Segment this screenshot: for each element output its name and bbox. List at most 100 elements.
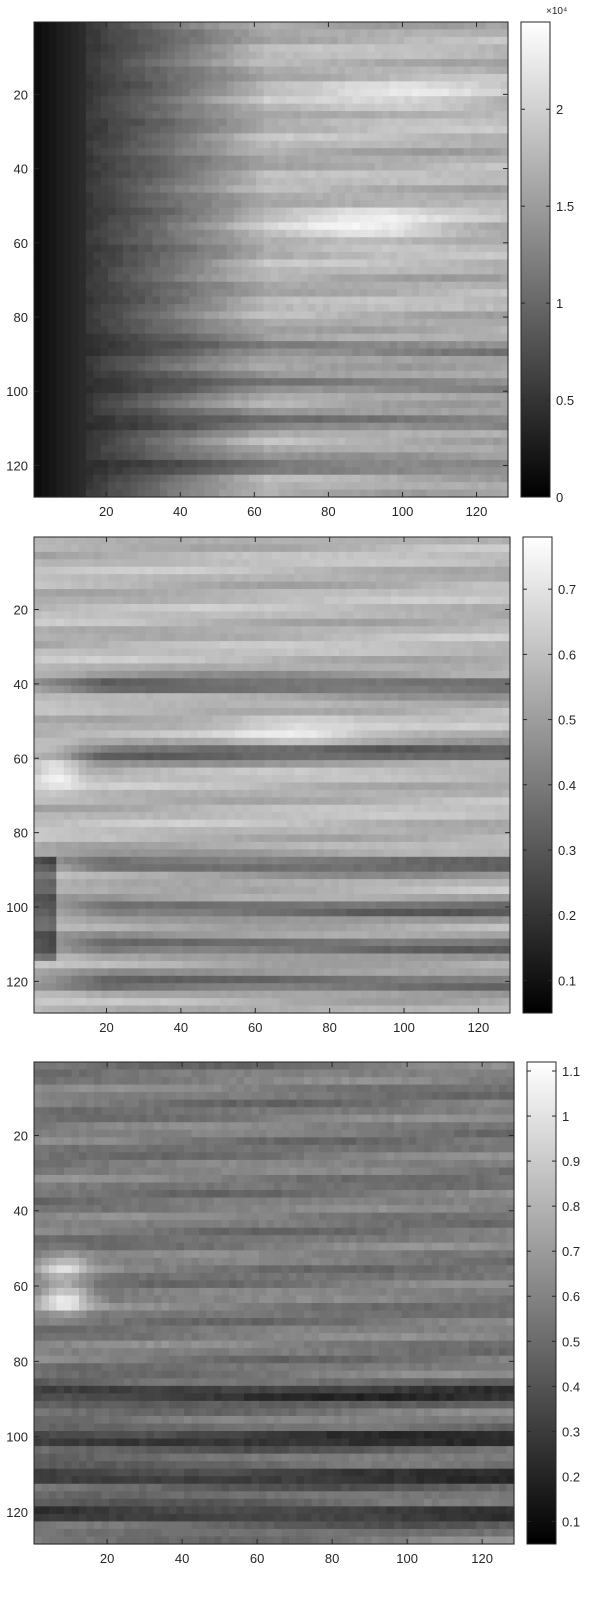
heatmap-cell: [286, 537, 295, 546]
heatmap-cell: [426, 133, 435, 142]
heatmap-cell: [398, 603, 407, 612]
heatmap-cell: [411, 185, 420, 194]
heatmap-cell: [487, 611, 496, 620]
heatmap-cell: [404, 333, 413, 342]
heatmap-cell: [248, 467, 257, 476]
heatmap-cell: [248, 111, 257, 120]
heatmap-cell: [115, 133, 124, 142]
heatmap-cell: [286, 544, 295, 553]
heatmap-cell: [167, 125, 176, 134]
heatmap-cell: [211, 111, 220, 120]
heatmap-cell: [345, 51, 354, 60]
heatmap-cell: [63, 192, 72, 201]
heatmap-cell: [227, 596, 236, 605]
heatmap-cell: [278, 422, 287, 431]
heatmap-cell: [108, 378, 117, 387]
heatmap-cell: [308, 163, 317, 172]
heatmap-cell: [248, 170, 257, 179]
heatmap-cell: [211, 192, 220, 201]
heatmap-cell: [448, 326, 457, 335]
heatmap-cell: [56, 207, 65, 216]
heatmap-cell: [189, 407, 198, 416]
heatmap-cell: [153, 596, 162, 605]
heatmap-cell: [56, 111, 65, 120]
heatmap-cell: [241, 44, 250, 53]
heatmap-cell: [271, 311, 280, 320]
heatmap-cell: [167, 229, 176, 238]
heatmap-cell: [41, 88, 50, 97]
heatmap-cell: [48, 214, 57, 223]
heatmap-cell: [189, 96, 198, 105]
heatmap-cell: [174, 385, 183, 394]
heatmap-cell: [367, 88, 376, 97]
heatmap-cell: [448, 170, 457, 179]
heatmap-cell: [330, 133, 339, 142]
heatmap-cell: [34, 415, 43, 424]
heatmap-cell: [322, 452, 331, 461]
heatmap-cell: [435, 611, 444, 620]
heatmap-cell: [152, 192, 161, 201]
heatmap-cell: [345, 103, 354, 112]
heatmap-cell: [71, 544, 80, 553]
heatmap-cell: [93, 618, 102, 627]
heatmap-cell: [256, 170, 265, 179]
heatmap-cell: [71, 459, 80, 468]
heatmap-cell: [63, 544, 72, 553]
heatmap-cell: [242, 596, 251, 605]
heatmap-cell: [278, 222, 287, 231]
heatmap-cell: [241, 96, 250, 105]
heatmap-cell: [152, 252, 161, 261]
heatmap-cell: [205, 626, 214, 635]
heatmap-cell: [411, 81, 420, 90]
heatmap-cell: [478, 304, 487, 313]
heatmap-cell: [382, 341, 391, 350]
heatmap-cell: [100, 430, 109, 439]
heatmap-cell: [315, 192, 324, 201]
heatmap-cell: [316, 618, 325, 627]
heatmap-cell: [368, 544, 377, 553]
heatmap-cell: [204, 177, 213, 186]
heatmap-cell: [419, 59, 428, 68]
heatmap-cell: [263, 155, 272, 164]
heatmap-cell: [167, 244, 176, 253]
heatmap-cell: [480, 603, 489, 612]
heatmap-cell: [204, 474, 213, 483]
heatmap-cell: [211, 103, 220, 112]
heatmap-cell: [478, 170, 487, 179]
heatmap-cell: [330, 177, 339, 186]
heatmap-cell: [478, 266, 487, 275]
heatmap-cell: [56, 237, 65, 246]
heatmap-cell: [48, 589, 57, 598]
heatmap-cell: [478, 482, 487, 491]
heatmap-cell: [500, 125, 509, 134]
heatmap-cell: [278, 36, 287, 45]
heatmap-cell: [248, 437, 257, 446]
heatmap-cell: [115, 603, 124, 612]
heatmap-cell: [352, 355, 361, 364]
heatmap-cell: [71, 155, 80, 164]
heatmap-cell: [419, 489, 428, 498]
heatmap-cell: [78, 544, 87, 553]
heatmap-cell: [322, 311, 331, 320]
heatmap-cell: [361, 544, 370, 553]
heatmap-cell: [361, 574, 370, 583]
heatmap-cell: [433, 304, 442, 313]
heatmap-cell: [359, 326, 368, 335]
heatmap-cell: [256, 363, 265, 372]
heatmap-cell: [204, 482, 213, 491]
heatmap-cell: [100, 596, 109, 605]
heatmap-cell: [480, 537, 489, 546]
heatmap-cell: [233, 73, 242, 82]
heatmap-cell: [485, 400, 494, 409]
heatmap-cell: [137, 318, 146, 327]
heatmap-cell: [122, 192, 131, 201]
heatmap-cell: [226, 163, 235, 172]
heatmap-cell: [485, 140, 494, 149]
heatmap-cell: [456, 66, 465, 75]
heatmap-cell: [478, 318, 487, 327]
heatmap-cell: [182, 155, 191, 164]
heatmap-cell: [219, 274, 228, 283]
heatmap-cell: [433, 88, 442, 97]
heatmap-cell: [34, 237, 43, 246]
heatmap-cell: [115, 207, 124, 216]
